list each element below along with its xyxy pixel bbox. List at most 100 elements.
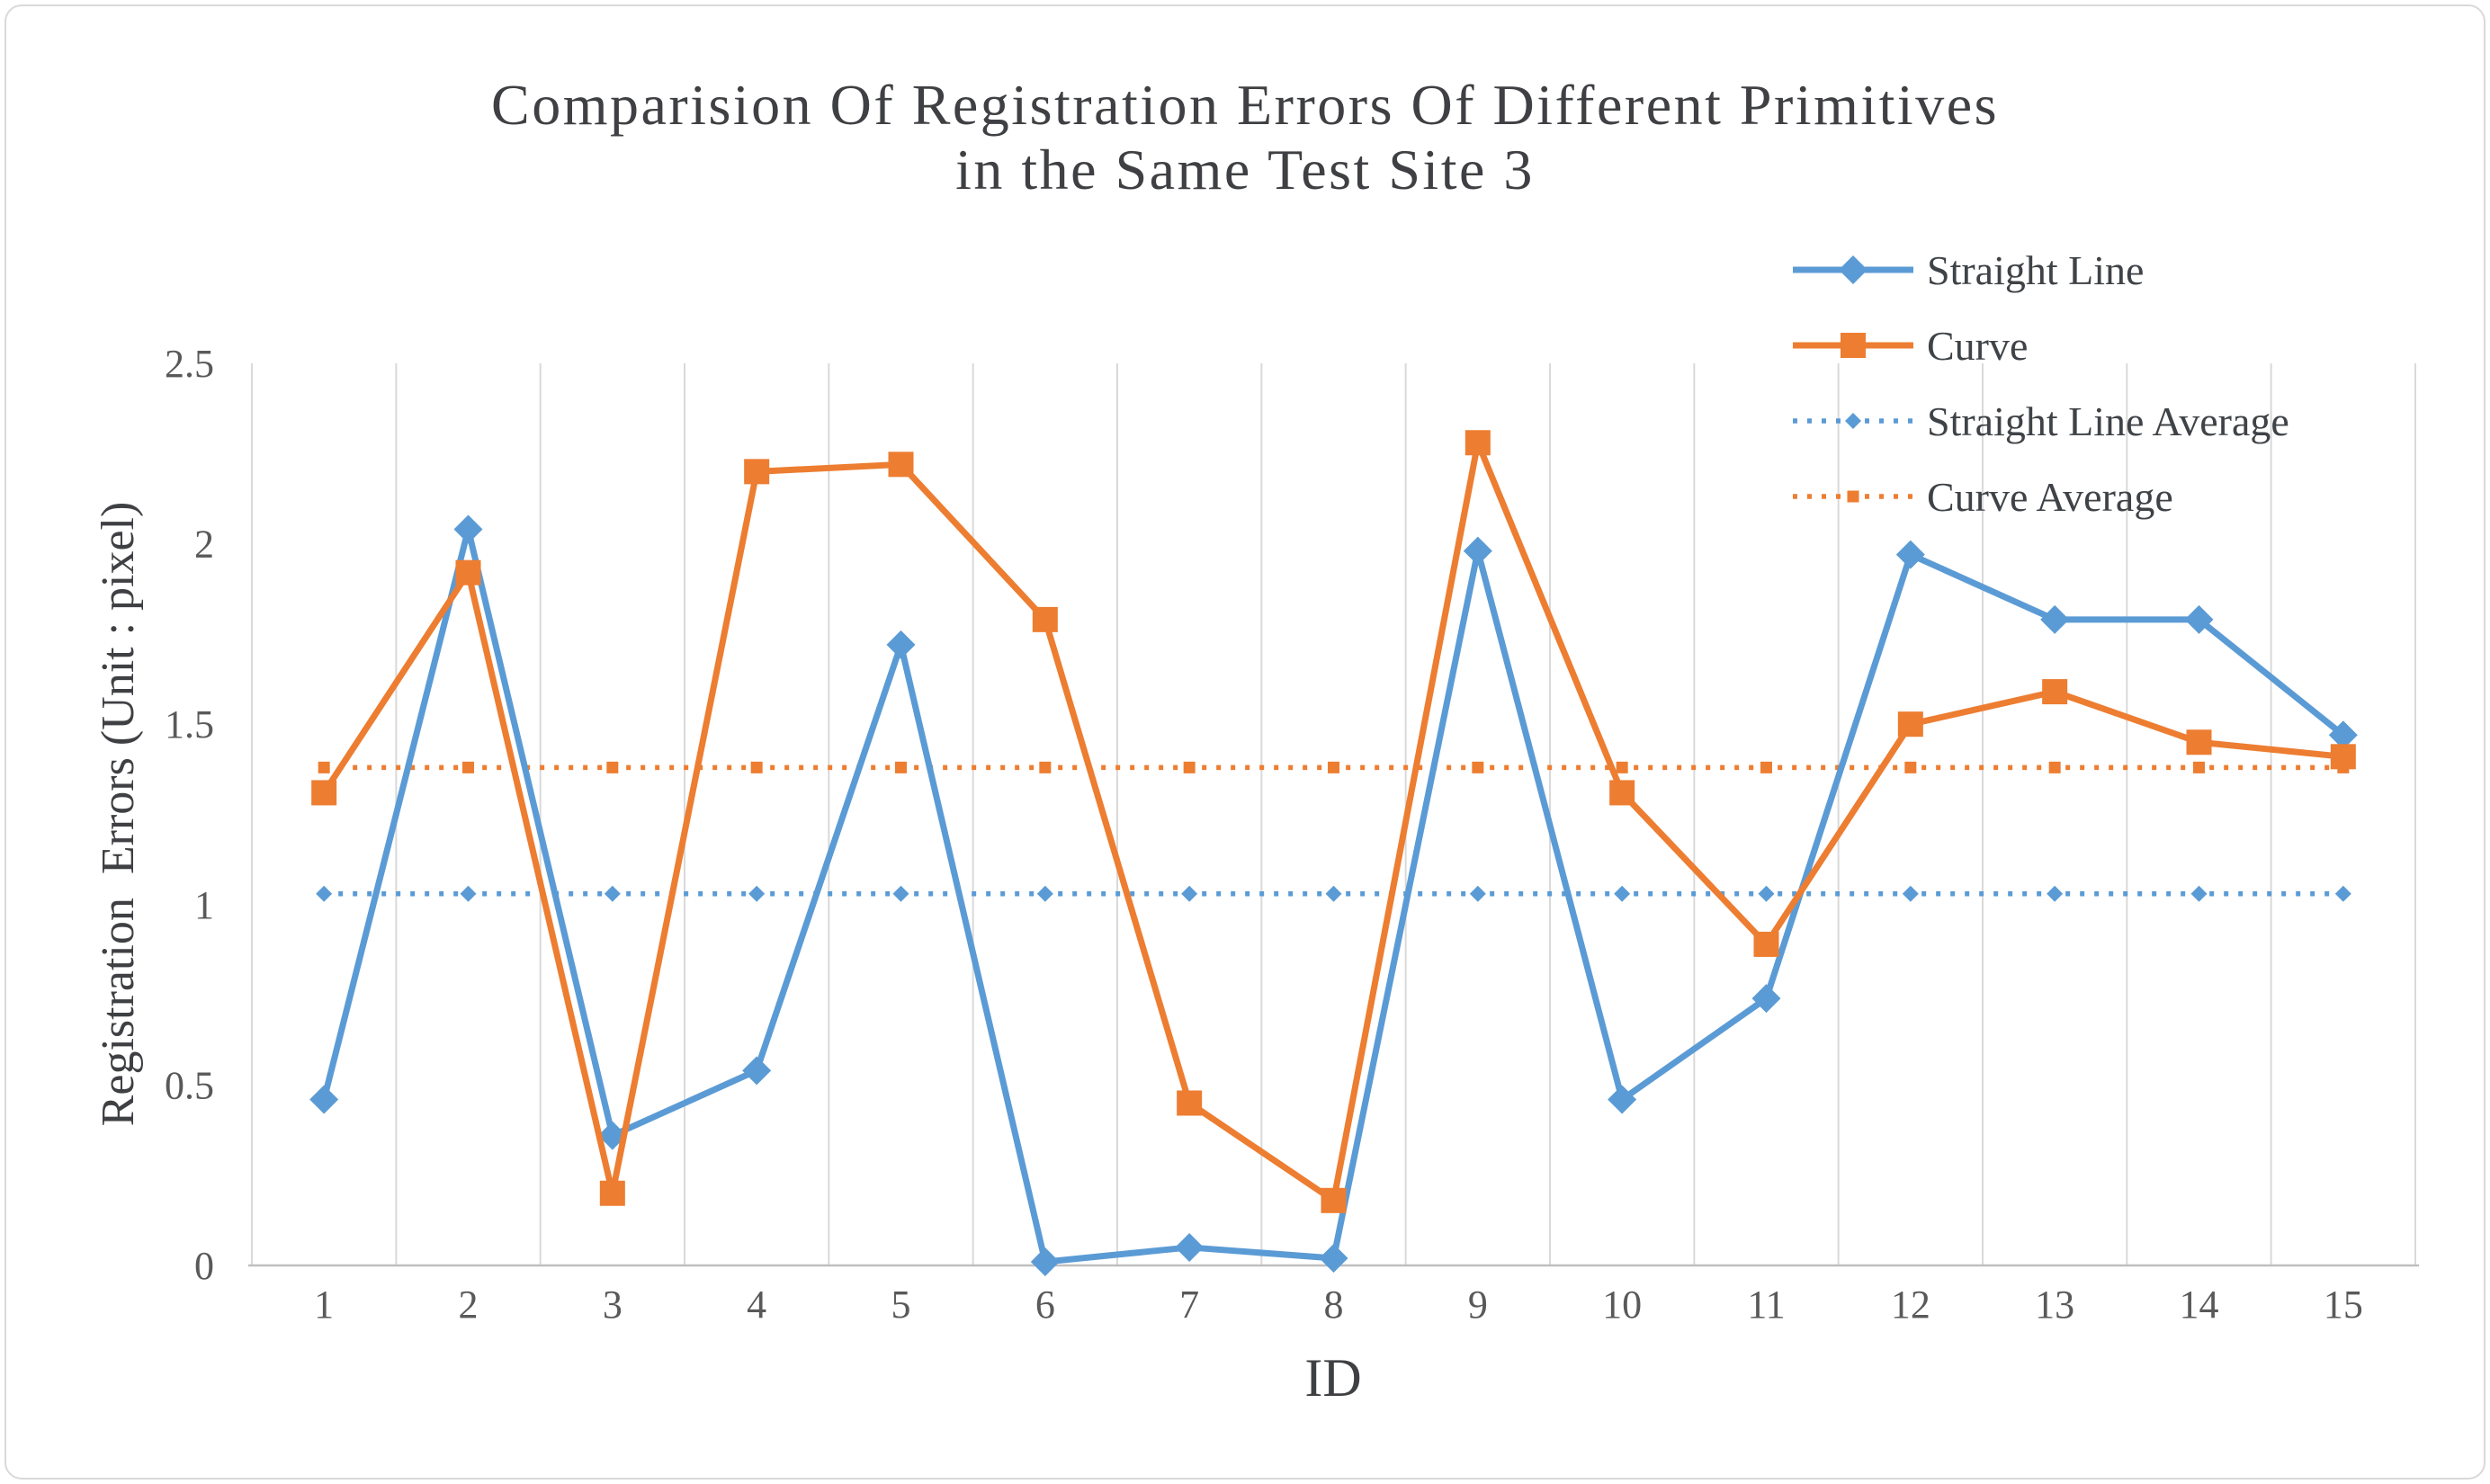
data-point-marker-straight-line-average bbox=[1181, 885, 1198, 902]
x-axis-title: ID bbox=[1304, 1348, 1361, 1408]
x-tick-label: 10 bbox=[1602, 1283, 1642, 1327]
x-tick-label: 8 bbox=[1324, 1283, 1344, 1327]
legend-item-curve: Curve bbox=[1793, 323, 2028, 369]
x-tick-label: 3 bbox=[603, 1283, 622, 1327]
data-point-marker-straight-line bbox=[1175, 1232, 1205, 1262]
data-point-marker-curve-average bbox=[318, 761, 330, 773]
data-point-marker-curve bbox=[2186, 729, 2212, 755]
data-point-marker-curve bbox=[599, 1180, 625, 1206]
data-point-marker-straight-line-average bbox=[2047, 885, 2064, 902]
data-point-marker-straight-line-average bbox=[1036, 885, 1053, 902]
data-point-marker-straight-line bbox=[2328, 720, 2358, 750]
x-tick-label: 14 bbox=[2180, 1283, 2219, 1327]
data-point-marker-curve bbox=[2042, 679, 2068, 705]
data-point-marker-curve bbox=[1177, 1090, 1203, 1116]
data-point-marker-curve bbox=[1464, 430, 1491, 456]
data-point-marker-curve-average bbox=[750, 761, 763, 773]
data-point-marker-straight-line bbox=[1751, 984, 1781, 1014]
data-point-marker-straight-line-average bbox=[316, 885, 333, 902]
data-point-marker-curve-average bbox=[462, 761, 474, 773]
x-tick-label: 15 bbox=[2324, 1283, 2363, 1327]
data-point-marker-straight-line bbox=[886, 630, 916, 659]
chart-title-line-2: in the Same Test Site 3 bbox=[955, 138, 1535, 201]
data-point-marker-straight-line-average bbox=[1614, 885, 1631, 902]
data-point-marker-curve-average bbox=[1904, 761, 1917, 773]
series-straight-line-average bbox=[316, 885, 2351, 902]
y-tick-label: 0.5 bbox=[165, 1063, 214, 1107]
series-layer bbox=[309, 430, 2358, 1276]
data-point-marker-curve bbox=[1032, 606, 1058, 632]
x-tick-label: 13 bbox=[2035, 1283, 2074, 1327]
x-tick-label: 5 bbox=[891, 1283, 911, 1327]
data-point-marker-curve bbox=[2330, 744, 2356, 770]
data-point-marker-curve bbox=[1321, 1187, 1347, 1213]
x-tick-label: 12 bbox=[1891, 1283, 1930, 1327]
legend: Straight Line Curve Straight Line Average C… bbox=[1793, 247, 2289, 520]
series-straight-line bbox=[309, 514, 2358, 1276]
data-point-marker-straight-line bbox=[1030, 1247, 1060, 1276]
data-point-marker-straight-line-average bbox=[2334, 885, 2351, 902]
data-point-marker-straight-line bbox=[453, 514, 483, 544]
x-tick-label: 9 bbox=[1468, 1283, 1488, 1327]
data-point-marker-straight-line bbox=[2040, 604, 2070, 634]
x-tick-label: 2 bbox=[459, 1283, 479, 1327]
data-point-marker-curve-average bbox=[1472, 761, 1484, 773]
data-point-marker-straight-line bbox=[742, 1056, 772, 1086]
legend-sample-marker bbox=[1847, 490, 1859, 503]
data-point-marker-curve bbox=[744, 459, 770, 485]
legend-item-straight-line-average: Straight Line Average bbox=[1793, 398, 2289, 444]
data-point-marker-straight-line-average bbox=[2190, 885, 2208, 902]
y-axis-title: Registration Errors (Unit : pixel) bbox=[93, 502, 144, 1127]
data-point-marker-curve bbox=[1897, 711, 1923, 738]
legend-sample-marker bbox=[1845, 413, 1861, 429]
legend-sample-marker bbox=[1839, 255, 1868, 284]
data-point-marker-straight-line-average bbox=[892, 885, 909, 902]
data-point-marker-curve-average bbox=[1760, 761, 1772, 773]
data-point-marker-straight-line bbox=[2184, 604, 2214, 634]
data-point-marker-straight-line-average bbox=[604, 885, 621, 902]
y-tick-label: 2 bbox=[194, 523, 214, 567]
data-point-marker-curve-average bbox=[1328, 761, 1339, 773]
data-point-marker-straight-line-average bbox=[1469, 885, 1486, 902]
y-tick-label: 0 bbox=[194, 1244, 214, 1288]
series-curve bbox=[311, 430, 2356, 1213]
data-point-marker-curve bbox=[1609, 780, 1635, 806]
y-tick-label: 2.5 bbox=[165, 342, 214, 386]
data-point-marker-straight-line bbox=[1608, 1085, 1637, 1114]
data-point-marker-straight-line-average bbox=[1758, 885, 1775, 902]
series-curve-average bbox=[318, 761, 2350, 773]
data-point-marker-curve bbox=[888, 451, 914, 478]
legend-label: Straight Line Average bbox=[1927, 398, 2289, 444]
legend-item-curve-average: Curve Average bbox=[1793, 474, 2173, 520]
data-point-marker-straight-line bbox=[309, 1085, 339, 1114]
legend-label: Curve Average bbox=[1927, 474, 2173, 520]
legend-label: Straight Line bbox=[1927, 247, 2144, 293]
legend-item-straight-line: Straight Line bbox=[1793, 247, 2144, 293]
data-point-marker-curve-average bbox=[606, 761, 619, 773]
data-point-marker-straight-line-average bbox=[1902, 885, 1919, 902]
data-point-marker-curve-average bbox=[1183, 761, 1196, 773]
data-point-marker-curve-average bbox=[2048, 761, 2061, 773]
data-point-marker-straight-line-average bbox=[1325, 885, 1342, 902]
y-tick-label: 1 bbox=[194, 883, 214, 927]
card-border bbox=[4, 4, 2486, 1480]
y-tick-label: 1.5 bbox=[165, 702, 214, 746]
data-point-marker-curve bbox=[455, 559, 481, 586]
data-point-marker-curve-average bbox=[1039, 761, 1052, 773]
legend-sample-marker bbox=[1841, 333, 1866, 358]
x-tick-label: 4 bbox=[747, 1283, 766, 1327]
data-point-marker-curve-average bbox=[1616, 761, 1628, 773]
x-tick-label: 6 bbox=[1035, 1283, 1055, 1327]
data-point-marker-straight-line bbox=[1463, 536, 1492, 566]
data-point-marker-curve bbox=[311, 780, 337, 806]
data-point-marker-curve-average bbox=[895, 761, 907, 773]
data-point-marker-straight-line-average bbox=[748, 885, 766, 902]
data-point-marker-straight-line-average bbox=[460, 885, 477, 902]
chart-title-line-1: Comparision Of Registration Errors Of Di… bbox=[491, 73, 1999, 137]
axis-ticks-layer: 00.511.522.51 2 3 4 5 6 7 8 9 10 11 12 13 14 15 bbox=[165, 342, 2363, 1327]
x-tick-label: 1 bbox=[314, 1283, 334, 1327]
legend-label: Curve bbox=[1927, 323, 2028, 369]
x-tick-label: 11 bbox=[1747, 1283, 1785, 1327]
